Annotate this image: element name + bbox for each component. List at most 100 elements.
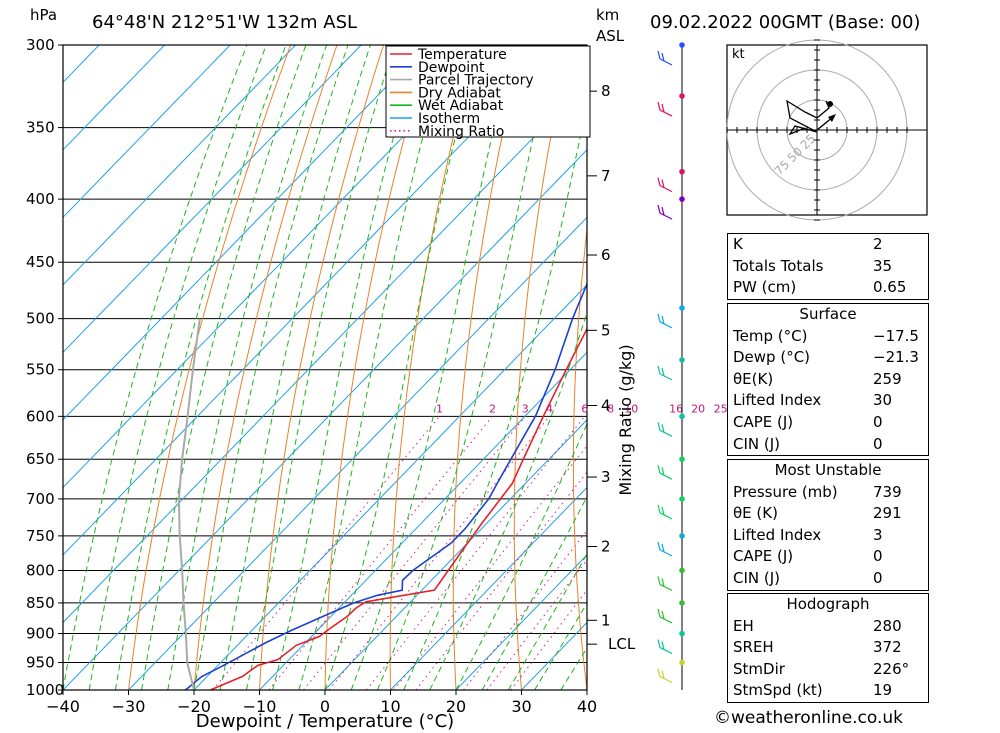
dry-adiabat-line: [686, 45, 718, 690]
mixing-ratio-line: [393, 445, 587, 690]
wind-level-dot: [679, 600, 685, 606]
isotherm-line: [455, 554, 587, 690]
surface-theta-label: θE(K): [733, 369, 774, 388]
legend-label: Isotherm: [418, 111, 480, 127]
mixing-ratio-line: [366, 415, 586, 690]
isotherm-line: [193, 284, 587, 690]
sreh-value: 372: [873, 638, 902, 657]
isotherm-line: [324, 419, 587, 690]
wet-adiabat-line: [455, 422, 587, 690]
dry-adiabat-line: [193, 45, 338, 690]
mixing-ratio-line: [268, 415, 493, 690]
k-value: 2: [873, 235, 883, 253]
surface-cin-label: CIN (J): [733, 434, 781, 453]
isotherm-line: [63, 45, 231, 219]
totals-value: 35: [873, 256, 893, 275]
wind-level-dot: [679, 496, 685, 502]
wind-barb: [659, 549, 673, 557]
pressure-tick-label: 450: [26, 253, 55, 271]
km-tick-label: 1: [601, 611, 611, 629]
hodograph-endpoint: [827, 101, 833, 107]
dry-adiabat-line: [452, 45, 524, 690]
km-tick-label: 7: [601, 167, 611, 185]
legend-label: Mixing Ratio: [418, 124, 504, 140]
wind-level-dot: [679, 413, 685, 420]
wind-level-dot: [679, 357, 685, 363]
dry-adiabat-line: [987, 45, 1000, 690]
pressure-tick-label: 600: [26, 407, 55, 425]
dry-adiabat-line: [631, 45, 663, 690]
indices-table: K 2 Totals Totals 35 PW (cm) 0.65: [727, 233, 929, 300]
wind-barb: [659, 429, 673, 437]
dry-adiabat-line: [128, 45, 292, 690]
wind-barb: [659, 373, 673, 381]
mixing-ratio-label: 8: [607, 402, 614, 415]
pressure-tick-label: 850: [26, 594, 55, 612]
isotherm-line: [63, 45, 362, 354]
surface-cape-value: 0: [873, 412, 883, 431]
wind-barb: [659, 58, 673, 66]
wind-barb-feather: [657, 608, 661, 618]
mixing-ratio-label: 20: [691, 402, 705, 415]
surface-li-label: Lifted Index: [733, 391, 822, 410]
wind-level-dot: [679, 567, 685, 574]
pressure-tick-label: 900: [26, 625, 55, 643]
pressure-tick-label: 550: [26, 361, 55, 379]
hpa-label: hPa: [30, 6, 57, 24]
mixing-ratio-line: [212, 415, 440, 690]
pressure-tick-label: 300: [26, 36, 55, 54]
mu-theta-label: θE (K): [733, 504, 778, 523]
temperature-tick-label: 30: [511, 697, 531, 716]
wind-barb-feather: [661, 578, 665, 587]
isotherm-line: [128, 216, 587, 690]
dry-adiabat-line: [259, 45, 384, 690]
surface-li-value: 30: [873, 391, 893, 410]
wet-adiabat-line: [350, 45, 515, 690]
asl-label: ASL: [596, 27, 625, 45]
isotherm-line: [259, 351, 587, 690]
wind-barb: [659, 583, 673, 591]
wet-adiabat-line: [63, 45, 248, 690]
pressure-tick-label: 350: [26, 119, 55, 137]
mixing-ratio-label: 1: [436, 402, 443, 415]
wet-adiabat-line: [88, 45, 267, 690]
mu-cape-value: 0: [873, 547, 883, 566]
hodo-title: Hodograph: [786, 595, 870, 613]
mu-li-label: Lifted Index: [733, 525, 822, 544]
wind-barb-feather: [661, 179, 665, 188]
wind-barb-feather: [657, 576, 661, 585]
wind-barb-feather: [657, 313, 661, 322]
eh-label: EH: [733, 616, 754, 635]
wind-barb: [659, 647, 673, 655]
mixing-ratio-label: 10: [624, 402, 638, 415]
isotherm-line: [390, 486, 587, 690]
mu-cin-label: CIN (J): [733, 568, 781, 587]
surface-table: Surface Temp (°C) −17.5 Dewp (°C) −21.3 θE…: [727, 303, 929, 457]
pressure-tick-label: 950: [26, 654, 55, 672]
wet-adiabat-line: [298, 45, 449, 690]
wind-barb-feather: [657, 465, 661, 474]
wind-level-dot: [679, 42, 685, 48]
temperature-line: [210, 327, 587, 690]
sreh-label: SREH: [733, 638, 774, 657]
wind-barb-feather: [661, 52, 665, 62]
legend-label: Temperature: [417, 47, 507, 63]
isotherm-line: [63, 45, 558, 556]
surface-dewp-value: −21.3: [873, 348, 919, 367]
wet-adiabat-line: [193, 45, 349, 690]
dry-adiabat-line: [513, 45, 570, 690]
wind-barb-feather: [661, 543, 665, 553]
hodograph-unit-label: kt: [732, 47, 745, 62]
wind-barb-feather: [657, 50, 661, 60]
mixing-ratio-line: [328, 415, 550, 690]
temperature-tick-label: 10: [380, 697, 400, 716]
datetime-title: 09.02.2022 00GMT (Base: 00): [650, 12, 920, 33]
wind-level-dot: [679, 168, 685, 175]
legend-label: Parcel Trajectory: [418, 73, 534, 89]
legend-label: Wet Adiabat: [418, 98, 504, 114]
wind-barb-feather: [661, 467, 665, 476]
pressure-tick-label: 750: [26, 527, 55, 545]
location-title: 64°48'N 212°51'W 132m ASL: [92, 12, 357, 33]
wind-barb-feather: [657, 365, 661, 375]
